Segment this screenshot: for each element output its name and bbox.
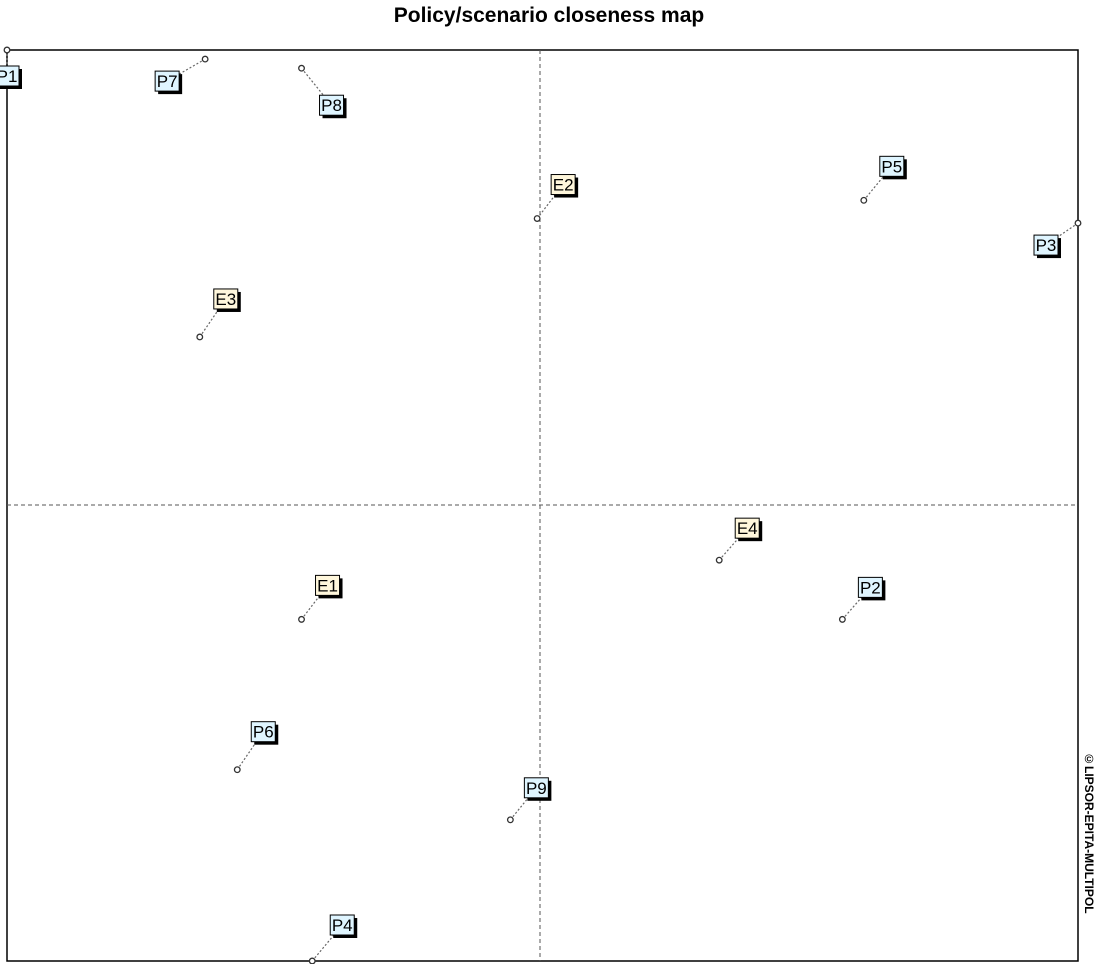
- point-marker: [838, 615, 846, 623]
- point-label: P5: [881, 157, 902, 176]
- point-label: P2: [860, 578, 881, 597]
- point-marker: [308, 957, 316, 964]
- point-marker: [715, 556, 723, 564]
- point-marker: [298, 615, 305, 623]
- point-marker: [3, 46, 11, 54]
- point-label: P9: [526, 779, 547, 798]
- point-label: E4: [737, 519, 758, 538]
- point-p5[interactable]: P5: [860, 155, 907, 204]
- point-e2[interactable]: E2: [533, 174, 579, 222]
- point-marker: [506, 816, 514, 824]
- point-label: P4: [332, 916, 353, 935]
- label-box: [734, 517, 760, 539]
- point-e3[interactable]: E3: [196, 288, 241, 341]
- point-marker: [233, 766, 241, 774]
- chart-title: Policy/scenario closeness map: [393, 4, 705, 27]
- copyright-text: ©LIPSOR-EPITA-MULTIPOL: [1082, 752, 1096, 914]
- label-box: [0, 65, 20, 87]
- point-marker: [196, 333, 204, 341]
- points-layer: P1 P7 P8 E2 P5 P3 E3 E4 P2 E1 P6 P9 P4: [0, 46, 1082, 964]
- label-box: [329, 914, 355, 936]
- point-p2[interactable]: P2: [838, 576, 886, 623]
- point-e4[interactable]: E4: [715, 517, 763, 564]
- label-box: [319, 94, 345, 116]
- label-box: [1033, 234, 1059, 256]
- label-box: [879, 155, 905, 177]
- point-p8[interactable]: P8: [298, 64, 347, 119]
- point-marker: [201, 55, 209, 63]
- leader-line: [841, 586, 871, 620]
- label-box: [523, 777, 549, 799]
- point-marker: [1074, 219, 1082, 227]
- point-label: E2: [553, 176, 574, 195]
- point-p6[interactable]: P6: [233, 721, 279, 774]
- point-label: P6: [253, 723, 274, 742]
- point-label: P1: [0, 67, 17, 86]
- label-box: [250, 721, 276, 743]
- point-p1[interactable]: P1: [0, 46, 22, 89]
- label-box: [213, 288, 239, 310]
- label-box: [154, 70, 180, 92]
- point-marker: [533, 215, 541, 222]
- point-p7[interactable]: P7: [154, 55, 209, 95]
- label-box: [857, 576, 883, 598]
- point-label: P7: [157, 72, 178, 91]
- label-box: [315, 574, 341, 596]
- point-p3[interactable]: P3: [1033, 219, 1082, 259]
- point-p9[interactable]: P9: [506, 777, 552, 824]
- leader-line: [536, 184, 564, 219]
- label-box: [550, 174, 576, 196]
- leader-line: [509, 787, 537, 821]
- leader-line: [301, 585, 329, 620]
- leader-line: [718, 527, 748, 561]
- point-marker: [860, 196, 868, 204]
- point-label: E3: [215, 290, 236, 309]
- point-p4[interactable]: P4: [308, 914, 358, 964]
- point-label: P3: [1036, 236, 1057, 255]
- point-e1[interactable]: E1: [298, 574, 343, 623]
- point-marker: [298, 64, 305, 72]
- point-label: P8: [321, 96, 342, 115]
- point-label: E1: [317, 576, 338, 595]
